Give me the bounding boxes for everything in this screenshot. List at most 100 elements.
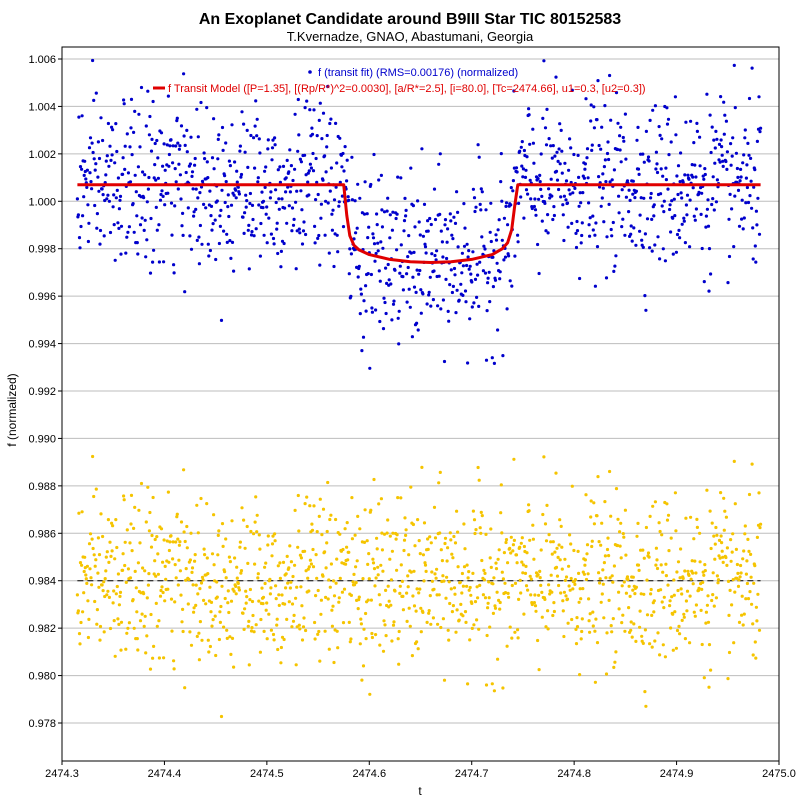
residual-point: [667, 549, 671, 553]
residual-point: [669, 536, 673, 540]
residual-point: [369, 598, 373, 602]
residual-point: [614, 487, 619, 491]
observation-point: [669, 140, 673, 144]
observation-point: [736, 188, 741, 192]
legend-label-observations: f (transit fit) (RMS=0.00176) (normalize…: [318, 67, 518, 79]
residual-point: [252, 532, 256, 536]
residual-point: [727, 613, 731, 618]
observation-point: [599, 147, 603, 151]
observation-point: [114, 122, 118, 126]
residual-point: [296, 493, 300, 498]
observation-point: [546, 213, 550, 217]
x-tick-label: 2474.5: [250, 768, 284, 780]
residual-point: [491, 582, 495, 586]
observation-point: [188, 234, 192, 238]
observation-point: [742, 153, 746, 157]
observation-point: [237, 192, 241, 196]
observation-point: [310, 132, 315, 136]
residual-point: [704, 610, 709, 614]
residual-point: [324, 566, 328, 570]
observation-point: [108, 144, 112, 148]
residual-point: [109, 554, 113, 559]
residual-point: [326, 480, 330, 485]
observation-point: [621, 135, 625, 140]
observation-point: [314, 156, 318, 161]
observation-point: [706, 198, 710, 202]
residual-point: [159, 527, 164, 531]
residual-point: [232, 665, 236, 669]
observation-point: [506, 223, 510, 227]
residual-point: [93, 599, 97, 604]
observation-point: [330, 212, 334, 216]
residual-point: [717, 538, 722, 543]
observation-point: [107, 199, 111, 203]
observation-point: [638, 213, 642, 217]
residual-point: [713, 542, 717, 546]
observation-point: [629, 232, 633, 236]
y-tick-label: 0.992: [28, 386, 56, 398]
observation-point: [703, 167, 707, 171]
observation-point: [697, 190, 701, 194]
residual-point: [248, 587, 252, 592]
observation-point: [264, 212, 268, 216]
observation-point: [628, 198, 632, 202]
observation-point: [352, 237, 356, 241]
observation-point: [447, 319, 451, 323]
residual-point: [248, 598, 252, 602]
residual-point: [247, 663, 251, 667]
observation-point: [601, 172, 605, 176]
residual-point: [673, 491, 678, 495]
observation-point: [358, 196, 362, 200]
observation-point: [77, 236, 82, 240]
observation-point: [690, 163, 694, 167]
observation-point: [78, 246, 82, 250]
residual-point: [610, 630, 614, 634]
observation-point: [743, 136, 747, 140]
observation-point: [160, 189, 164, 193]
residual-point: [389, 578, 393, 582]
observation-point: [94, 162, 98, 166]
residual-point: [261, 595, 266, 599]
observation-point: [490, 356, 494, 360]
residual-point: [117, 622, 121, 627]
observation-point: [745, 163, 749, 167]
observation-point: [610, 178, 614, 182]
observation-point: [470, 280, 474, 284]
residual-point: [684, 516, 688, 520]
residual-point: [269, 586, 273, 590]
residual-point: [461, 584, 465, 588]
residual-point: [247, 619, 251, 624]
observation-point: [709, 150, 713, 155]
observation-point: [110, 153, 114, 157]
residual-point: [147, 529, 151, 533]
residual-point: [164, 577, 168, 581]
observation-point: [456, 245, 460, 249]
residual-point: [684, 599, 689, 603]
observation-point: [212, 167, 216, 171]
observation-point: [415, 321, 419, 325]
residual-point: [371, 557, 375, 561]
residual-point: [558, 558, 562, 562]
residual-point: [119, 620, 124, 624]
legend-label-model: f Transit Model ([P=1.35], [(Rp/R*)^2=0.…: [168, 83, 646, 95]
residual-point: [94, 487, 98, 491]
residual-point: [205, 502, 209, 506]
residual-point: [564, 575, 569, 579]
residual-point: [244, 601, 248, 605]
observation-point: [450, 290, 454, 295]
observation-point: [666, 117, 671, 121]
residual-point: [599, 600, 603, 604]
residual-point: [330, 624, 334, 628]
observation-point: [509, 203, 513, 207]
observation-point: [550, 194, 554, 198]
residual-point: [697, 586, 701, 591]
residual-point: [650, 645, 654, 649]
observation-point: [318, 101, 322, 105]
observation-point: [585, 147, 590, 151]
observation-point: [198, 191, 202, 195]
residual-point: [524, 584, 529, 588]
residual-point: [447, 638, 451, 642]
observation-point: [332, 198, 337, 202]
observation-point: [209, 214, 213, 218]
observation-point: [189, 135, 193, 139]
